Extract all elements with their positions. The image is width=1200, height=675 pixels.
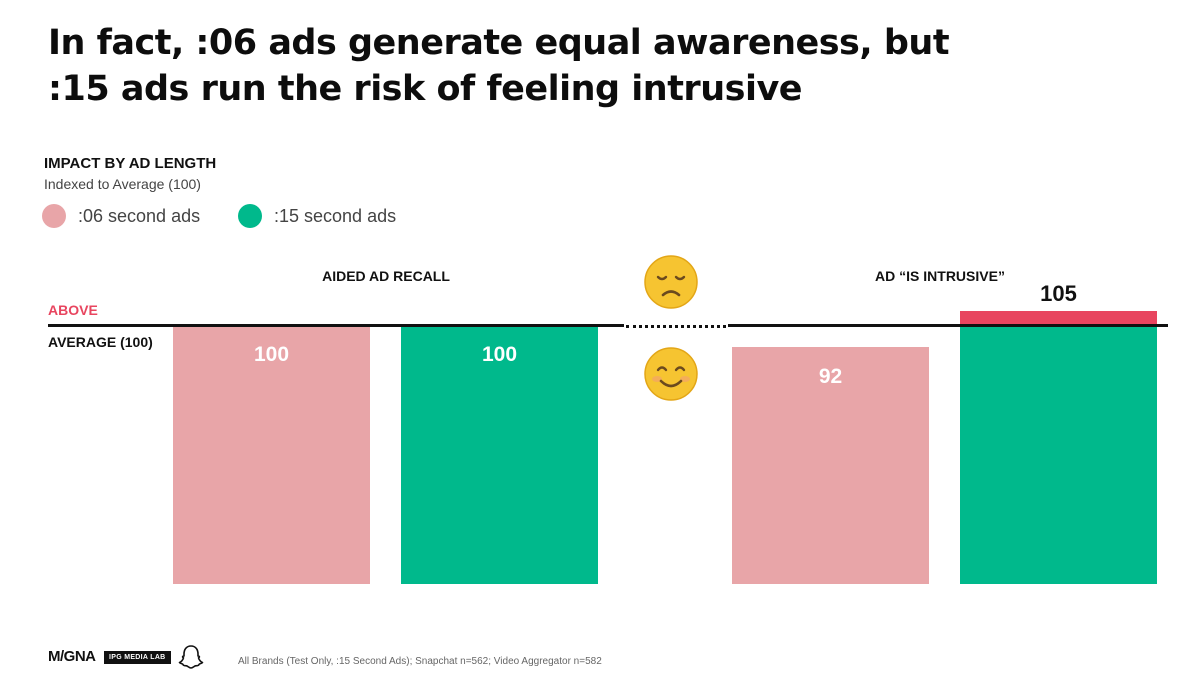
legend-label-15: :15 second ads [274,205,397,226]
bar-value-label: 100 [253,343,290,366]
average-baseline-left [48,324,624,327]
bar-value-label: 100 [481,343,518,366]
legend-label-06: :06 second ads [78,205,201,226]
legend-swatch-06 [42,204,66,228]
category-label-aided-recall: AIDED AD RECALL [322,268,450,284]
bar-s15-cat1 [960,325,1157,584]
bar-s15-cat0 [401,325,598,584]
bar-value-label: 105 [1040,281,1077,306]
chart-index-note: Indexed to Average (100) [44,176,201,192]
bar-above-average-cat1 [960,311,1157,325]
page-title: In fact, :06 ads generate equal awarenes… [48,20,1148,112]
category-label-intrusive: AD “IS INTRUSIVE” [875,268,1005,284]
chart-subtitle: IMPACT BY AD LENGTH [44,155,217,172]
snapchat-ghost-icon [178,645,204,669]
title-line-2: :15 ads run the risk of feeling intrusiv… [48,69,803,109]
average-baseline-dotted [626,325,726,328]
legend-swatch-15 [238,204,262,228]
bar-s06-cat0 [173,325,370,584]
magna-logo: M/GNA [48,648,96,665]
legend-item-15: :15 second ads [238,204,396,228]
title-line-1: In fact, :06 ads generate equal awarenes… [48,23,950,63]
average-baseline-right [728,324,1168,327]
bar-value-label: 92 [818,365,843,388]
legend-item-06: :06 second ads [42,204,200,228]
smiling-face-icon [644,347,698,401]
above-label: ABOVE [48,302,98,318]
ipg-media-lab-logo: IPG MEDIA LAB [104,651,171,664]
bar-s06-cat1 [732,347,929,584]
sad-face-icon [644,255,698,309]
average-label: AVERAGE (100) [48,334,153,350]
footnote: All Brands (Test Only, :15 Second Ads); … [238,656,602,667]
